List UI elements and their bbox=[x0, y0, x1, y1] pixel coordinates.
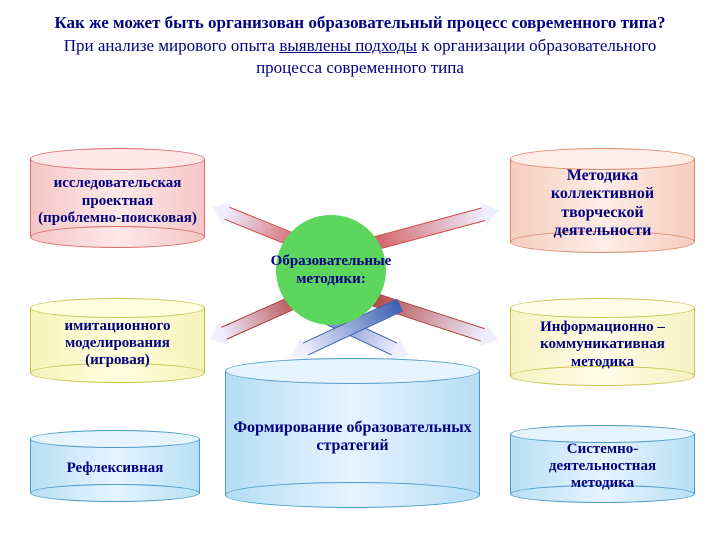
cylinder-label: Системно-деятельностная методика bbox=[510, 439, 695, 494]
cylinder-c5: Рефлексивная bbox=[30, 430, 200, 502]
cylinder-c4: Информационно – коммуникативная методика bbox=[510, 298, 695, 386]
cylinder-c6: Формирование образовательных стратегий bbox=[225, 358, 480, 508]
cylinder-c2: Методика коллективной творческой деятель… bbox=[510, 148, 695, 253]
cylinder-c1: исследовательскаяпроектная(проблемно-пои… bbox=[30, 148, 205, 248]
center-label: Образовательные методики: bbox=[236, 175, 426, 365]
cylinder-label: исследовательскаяпроектная(проблемно-пои… bbox=[30, 166, 205, 237]
subtitle-pre: При анализе мирового опыта bbox=[64, 36, 280, 55]
cylinder-label: Информационно – коммуникативная методика bbox=[510, 314, 695, 376]
cylinder-label: Формирование образовательных стратегий bbox=[225, 379, 480, 495]
subtitle-underlined: выявлены подходы bbox=[279, 36, 417, 55]
cylinder-label: Рефлексивная bbox=[30, 444, 200, 493]
cylinder-c7: Системно-деятельностная методика bbox=[510, 425, 695, 503]
center-starburst: Образовательные методики: bbox=[236, 175, 426, 365]
cylinder-label: имитационного моделирования(игровая) bbox=[30, 314, 205, 373]
diagram-canvas: Образовательные методики: исследовательск… bbox=[0, 130, 720, 540]
page-title: Как же может быть организован образовате… bbox=[50, 12, 670, 33]
page-subtitle: При анализе мирового опыта выявлены подх… bbox=[50, 35, 670, 78]
cylinder-label: Методика коллективной творческой деятель… bbox=[510, 166, 695, 242]
cylinder-c3: имитационного моделирования(игровая) bbox=[30, 298, 205, 383]
